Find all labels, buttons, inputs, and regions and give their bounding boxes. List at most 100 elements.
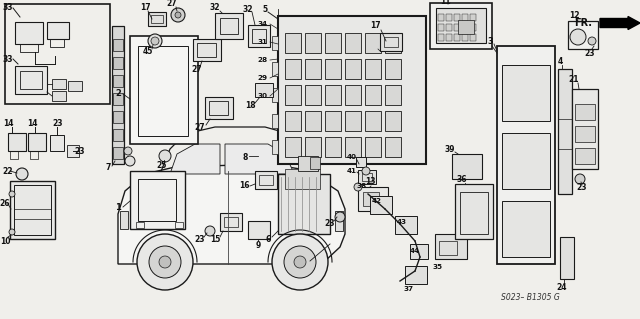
- Circle shape: [124, 147, 132, 155]
- Text: 32: 32: [243, 4, 253, 13]
- Circle shape: [284, 246, 316, 278]
- Text: S023– B1305 G: S023– B1305 G: [500, 293, 559, 301]
- Circle shape: [171, 8, 185, 22]
- Bar: [47, 22, 69, 39]
- Bar: [255, 171, 277, 189]
- Text: 6: 6: [266, 234, 271, 243]
- Bar: [345, 59, 361, 79]
- Bar: [285, 111, 301, 131]
- Text: 31: 31: [257, 39, 267, 45]
- Bar: [209, 101, 228, 115]
- Bar: [446, 14, 452, 21]
- Bar: [462, 24, 468, 31]
- Polygon shape: [170, 144, 220, 174]
- Text: 42: 42: [372, 198, 382, 204]
- Bar: [10, 181, 55, 239]
- Text: 23: 23: [75, 146, 85, 155]
- Text: 10: 10: [0, 236, 10, 246]
- Bar: [575, 104, 595, 120]
- Circle shape: [148, 34, 162, 48]
- Bar: [470, 14, 476, 21]
- Text: 35: 35: [433, 264, 443, 270]
- Bar: [365, 137, 381, 157]
- Bar: [285, 85, 301, 105]
- Bar: [50, 135, 64, 151]
- Text: 39: 39: [445, 145, 455, 153]
- Text: 23: 23: [585, 49, 595, 58]
- Bar: [151, 15, 163, 23]
- Bar: [10, 151, 18, 159]
- Circle shape: [159, 256, 171, 268]
- Circle shape: [137, 234, 193, 290]
- Bar: [325, 85, 341, 105]
- Text: 34: 34: [257, 21, 267, 27]
- Text: 26: 26: [0, 199, 10, 209]
- Bar: [358, 187, 388, 211]
- Text: 45: 45: [143, 47, 153, 56]
- Bar: [5, 4, 110, 104]
- Text: 27: 27: [192, 64, 202, 73]
- Bar: [285, 137, 301, 157]
- Bar: [385, 111, 401, 131]
- Bar: [113, 129, 123, 141]
- Text: 29: 29: [257, 75, 267, 81]
- Bar: [272, 62, 278, 76]
- Circle shape: [16, 168, 28, 180]
- Bar: [502, 133, 550, 189]
- Bar: [285, 59, 301, 79]
- Bar: [380, 33, 402, 51]
- Bar: [50, 39, 64, 47]
- Bar: [454, 14, 460, 21]
- Bar: [8, 133, 26, 151]
- Text: 38: 38: [357, 183, 367, 189]
- Bar: [345, 111, 361, 131]
- Bar: [130, 36, 198, 144]
- Bar: [358, 170, 376, 184]
- Text: 11: 11: [440, 0, 451, 5]
- Text: 27: 27: [166, 0, 177, 9]
- Bar: [310, 157, 320, 169]
- Bar: [272, 114, 278, 128]
- Bar: [285, 33, 301, 53]
- Bar: [14, 185, 51, 235]
- Text: 5: 5: [262, 4, 268, 13]
- Circle shape: [125, 156, 135, 166]
- Bar: [568, 21, 598, 49]
- Bar: [462, 34, 468, 41]
- Bar: [15, 66, 47, 94]
- Bar: [325, 137, 341, 157]
- Text: 15: 15: [210, 234, 220, 243]
- Circle shape: [9, 191, 15, 197]
- Bar: [446, 24, 452, 31]
- Circle shape: [294, 256, 306, 268]
- Circle shape: [272, 234, 328, 290]
- Bar: [335, 211, 343, 231]
- Polygon shape: [118, 164, 345, 264]
- Bar: [305, 111, 321, 131]
- Circle shape: [151, 37, 159, 45]
- Bar: [175, 222, 183, 228]
- Bar: [436, 8, 486, 43]
- Bar: [454, 24, 460, 31]
- Bar: [220, 18, 238, 34]
- Bar: [272, 140, 278, 154]
- Circle shape: [9, 229, 15, 235]
- Text: 33: 33: [3, 55, 13, 63]
- Bar: [572, 89, 598, 169]
- Text: 13: 13: [365, 177, 375, 187]
- Bar: [365, 59, 381, 79]
- Bar: [305, 59, 321, 79]
- Bar: [136, 222, 144, 228]
- Circle shape: [175, 12, 181, 18]
- Bar: [575, 126, 595, 142]
- Bar: [278, 174, 330, 234]
- Bar: [278, 16, 426, 164]
- Bar: [148, 12, 166, 26]
- Bar: [113, 111, 123, 123]
- Bar: [438, 14, 444, 21]
- Text: 36: 36: [457, 174, 467, 183]
- Circle shape: [149, 246, 181, 278]
- Bar: [52, 91, 66, 101]
- Bar: [362, 173, 372, 181]
- Text: 22: 22: [3, 167, 13, 175]
